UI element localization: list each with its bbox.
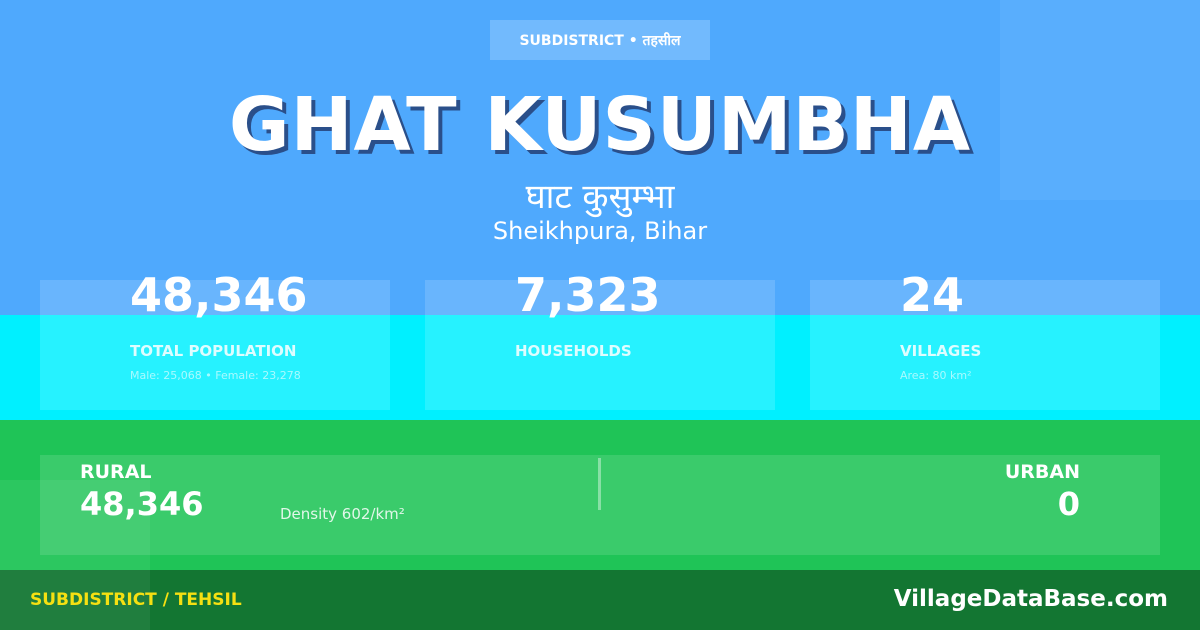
stat-card-villages: 24 VILLAGES Area: 80 km² (810, 268, 1160, 410)
stat-label: HOUSEHOLDS (515, 342, 632, 360)
urban-label: URBAN (1004, 461, 1080, 483)
stat-sub: Area: 80 km² (900, 369, 972, 382)
urban-value: 0 (1057, 485, 1080, 523)
stat-label: TOTAL POPULATION (130, 342, 297, 360)
page-title: GHAT KUSUMBHA (228, 82, 972, 168)
divider (598, 458, 601, 510)
stat-value: 24 (900, 268, 965, 322)
stat-sub: Male: 25,068 • Female: 23,278 (130, 369, 301, 382)
stat-value: 48,346 (130, 268, 308, 322)
decorative-square (0, 480, 150, 630)
density: Density 602/km² (280, 505, 405, 523)
type-badge: SUBDISTRICT • तहसील (490, 20, 710, 60)
rural-value: 48,346 (80, 485, 204, 523)
footer-site: VillageDataBase.com (893, 586, 1168, 612)
location: Sheikhpura, Bihar (492, 217, 708, 245)
rural-urban-panel: RURAL 48,346 Density 602/km² URBAN 0 (40, 455, 1160, 555)
stat-value: 7,323 (515, 268, 661, 322)
title-hindi: घाट कुसुम्भा (525, 177, 675, 217)
decorative-square (1000, 0, 1200, 200)
rural-label: RURAL (80, 461, 152, 483)
footer-band (0, 570, 1200, 630)
stat-label: VILLAGES (900, 342, 982, 360)
stat-card-population: 48,346 TOTAL POPULATION Male: 25,068 • F… (40, 268, 390, 410)
split-band (0, 420, 1200, 570)
stats-band (0, 315, 1200, 420)
header-band (0, 0, 1200, 315)
footer-type: SUBDISTRICT / TEHSIL (30, 590, 242, 610)
stat-card-households: 7,323 HOUSEHOLDS (425, 268, 775, 410)
